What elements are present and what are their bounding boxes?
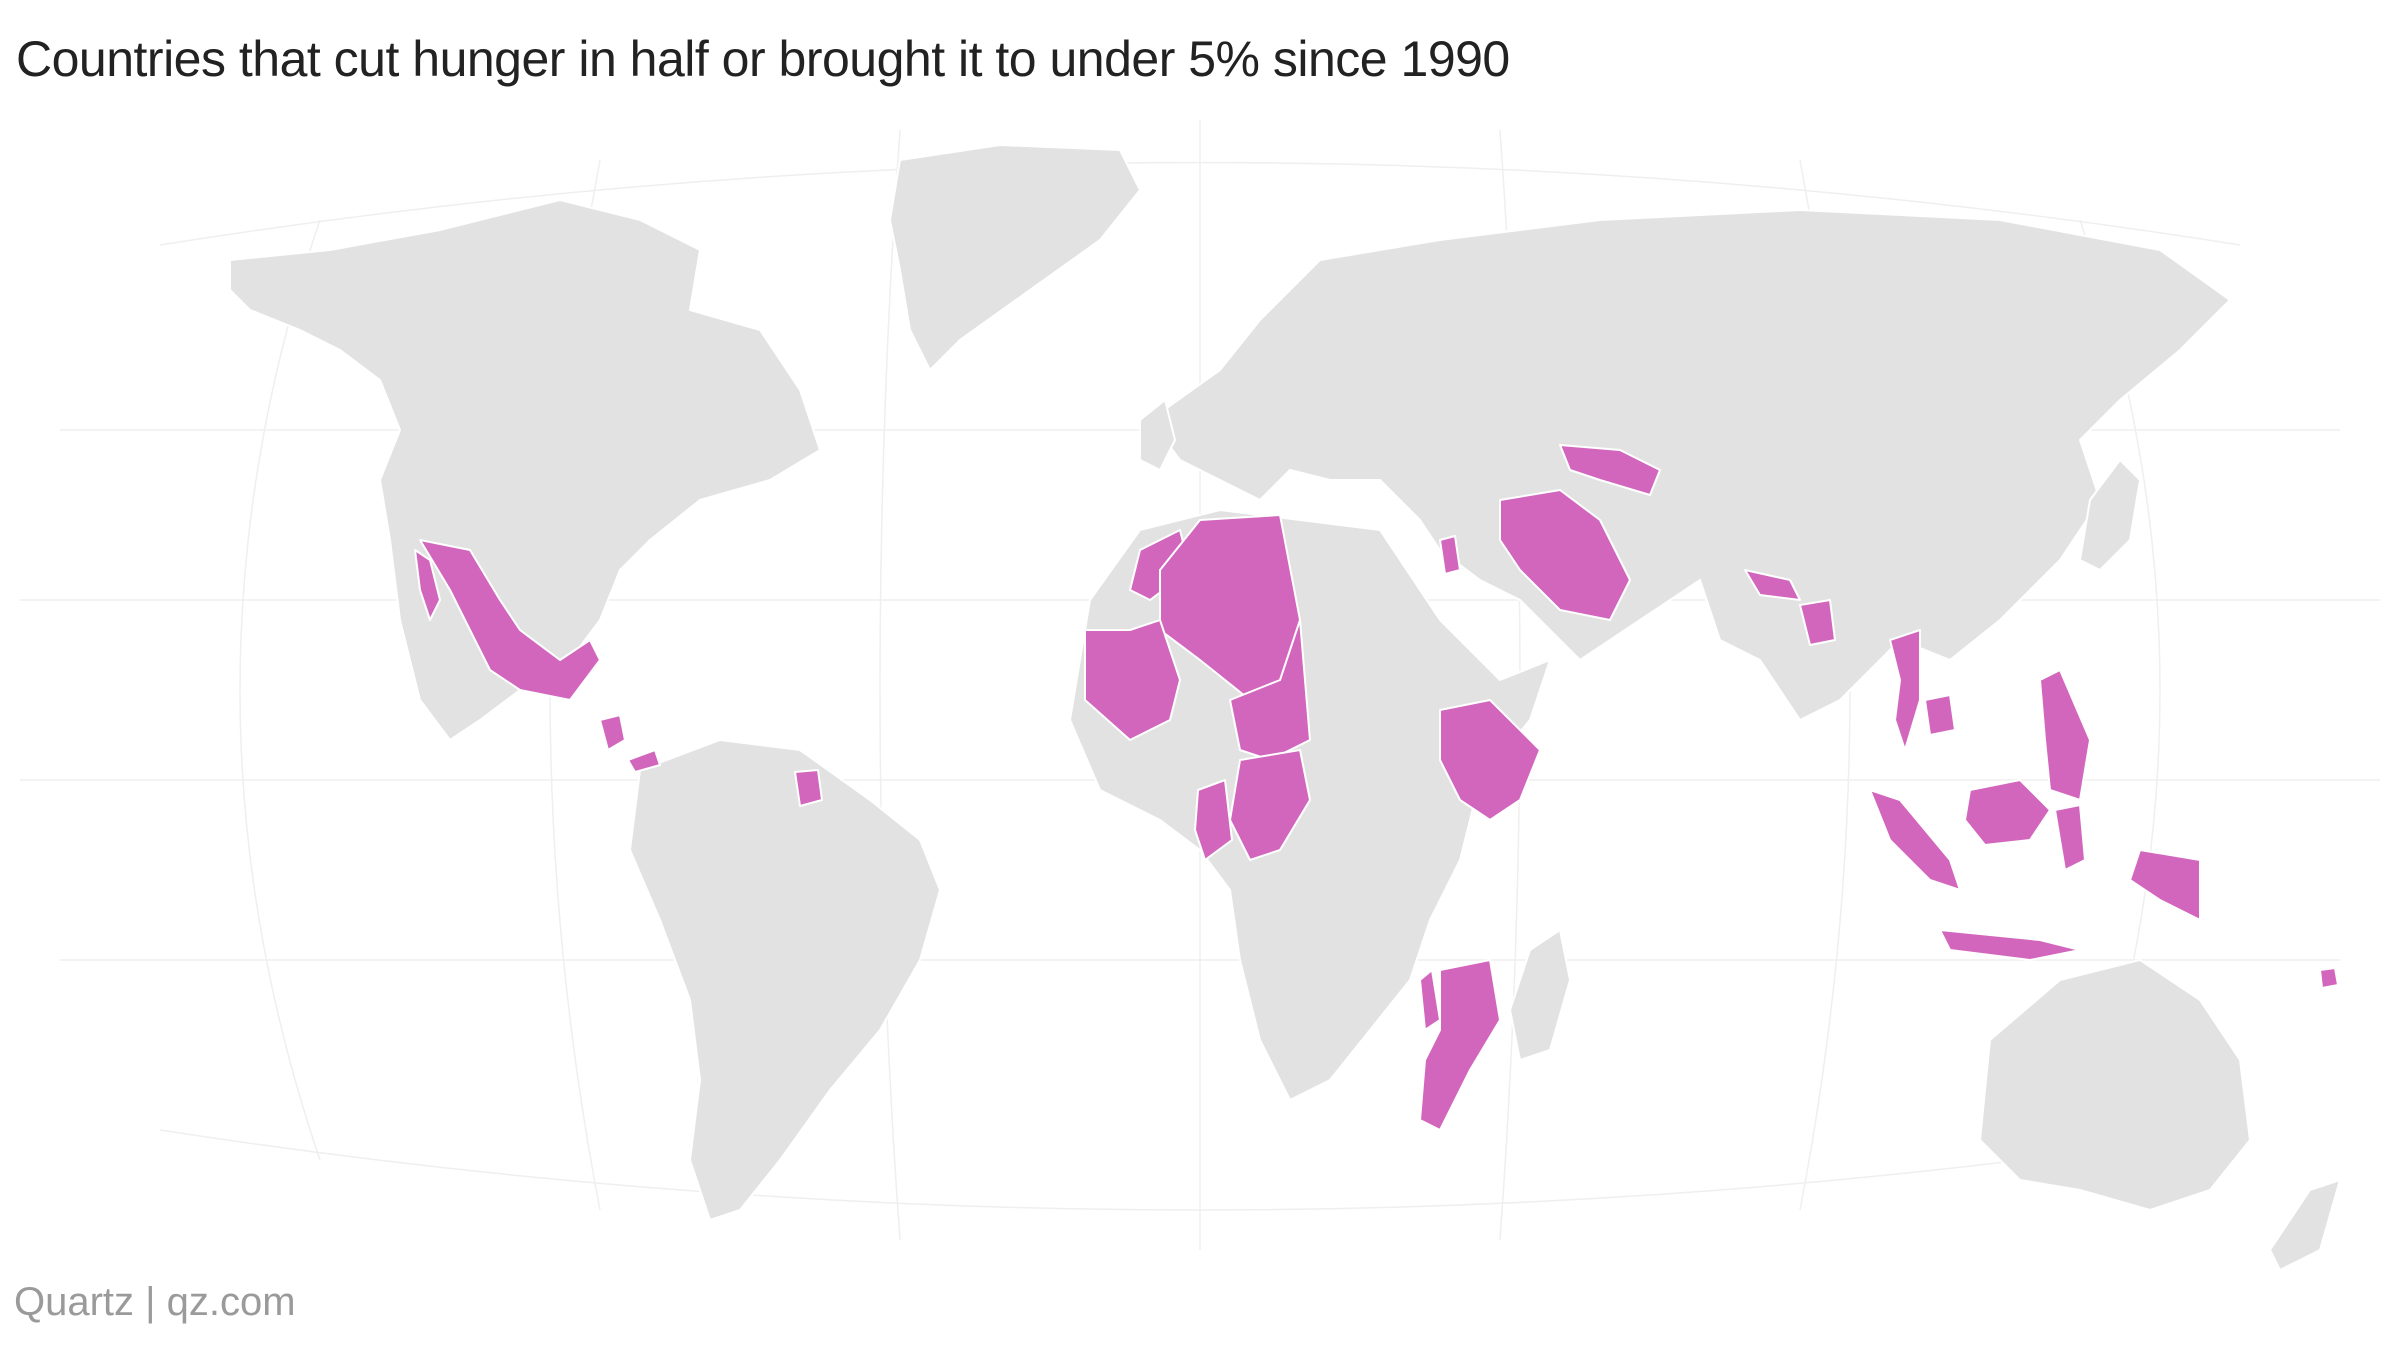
country-malaysia-borneo — [1964, 779, 2051, 846]
land-new-zealand — [2269, 1179, 2341, 1270]
country-philippines — [2039, 669, 2091, 801]
land-uk — [1139, 399, 1176, 471]
land-south-america — [629, 739, 941, 1221]
country-uzbekistan — [1559, 444, 1661, 496]
source-credit: Quartz | qz.com — [14, 1280, 296, 1324]
base-land — [229, 144, 2341, 1270]
country-thailand — [1889, 629, 1921, 751]
land-australia — [1979, 959, 2251, 1211]
country-indonesia-sumatra — [1869, 789, 1961, 891]
country-iran — [1499, 489, 1631, 621]
country-cambodia — [1924, 694, 1956, 736]
country-suriname — [794, 769, 823, 807]
country-mexico — [419, 539, 601, 701]
country-mozambique — [1419, 959, 1501, 1131]
land-madagascar — [1509, 929, 1571, 1061]
country-mauritania — [1084, 619, 1181, 741]
country-malawi — [1419, 969, 1441, 1031]
land-japan — [2079, 459, 2141, 571]
country-ethiopia — [1439, 699, 1541, 821]
country-nicaragua — [599, 714, 626, 751]
country-niger — [1229, 619, 1311, 761]
country-indonesia-sulawesi — [2054, 804, 2086, 871]
country-ghana-togo-benin — [1194, 779, 1233, 861]
country-fiji — [2319, 967, 2339, 989]
country-mexico-baja — [414, 549, 441, 621]
country-bangladesh — [1799, 599, 1836, 646]
land-north-america — [229, 199, 821, 741]
country-jordan — [1439, 535, 1461, 575]
land-greenland — [889, 144, 1141, 371]
map-title: Countries that cut hunger in half or bro… — [16, 31, 1510, 87]
land-europe-asia — [1149, 209, 2231, 721]
country-papua — [2129, 849, 2201, 921]
land-africa — [1069, 509, 1551, 1101]
world-map — [0, 100, 2400, 1270]
country-nepal — [1744, 569, 1801, 601]
highlighted-countries — [414, 444, 2339, 1131]
country-indonesia-java — [1939, 929, 2081, 961]
country-panama — [627, 749, 661, 773]
